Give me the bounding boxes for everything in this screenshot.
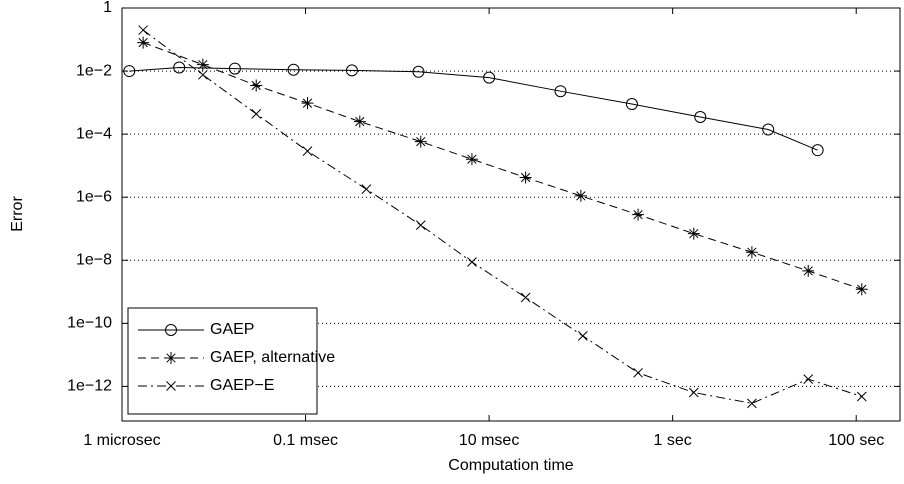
marker xyxy=(520,292,531,303)
marker xyxy=(519,171,532,184)
x-axis-label: Computation time xyxy=(448,457,573,474)
series-line xyxy=(142,42,862,290)
marker xyxy=(123,65,136,78)
y-tick-label: 1e−10 xyxy=(67,315,112,332)
y-tick-label: 1e−6 xyxy=(76,188,112,205)
axes-box xyxy=(121,7,901,422)
marker xyxy=(137,36,150,49)
x-tick-label: 1 microsec xyxy=(83,432,160,449)
marker xyxy=(687,227,700,240)
marker xyxy=(811,144,824,157)
legend-marker xyxy=(165,352,177,364)
marker xyxy=(467,257,477,267)
marker xyxy=(415,220,426,230)
marker xyxy=(138,25,149,35)
marker xyxy=(694,110,707,123)
marker xyxy=(802,264,815,277)
marker xyxy=(302,146,313,156)
legend-box xyxy=(127,307,318,415)
x-tick-label: 0.1 msec xyxy=(273,432,338,449)
marker xyxy=(855,283,868,296)
y-tick-label: 1 xyxy=(103,0,112,16)
legend-label: GAEP−E xyxy=(210,377,274,394)
y-tick-label: 1e−4 xyxy=(76,125,112,142)
x-tick-label: 100 sec xyxy=(828,432,884,449)
marker xyxy=(483,71,496,84)
marker xyxy=(688,387,699,398)
legend-label: GAEP, alternative xyxy=(210,349,335,366)
marker xyxy=(465,153,478,166)
marker xyxy=(577,331,588,341)
marker xyxy=(856,391,867,402)
marker xyxy=(803,374,814,384)
marker xyxy=(196,58,209,71)
legend-label: GAEP xyxy=(210,321,254,338)
x-tick-label: 1 sec xyxy=(654,432,692,449)
marker xyxy=(745,246,758,259)
marker xyxy=(197,69,208,80)
marker xyxy=(250,79,263,92)
marker xyxy=(747,398,757,409)
marker xyxy=(353,115,366,128)
marker xyxy=(762,123,775,136)
y-axis-label: Error xyxy=(9,196,26,232)
y-tick-label: 1e−2 xyxy=(76,62,112,79)
marker xyxy=(228,62,241,75)
marker xyxy=(625,98,638,111)
legend-marker xyxy=(165,324,177,336)
x-tick-label: 10 msec xyxy=(459,432,519,449)
marker xyxy=(301,97,314,110)
marker xyxy=(251,108,262,119)
y-tick-label: 1e−12 xyxy=(67,378,112,395)
marker xyxy=(574,189,587,202)
y-tick-label: 1e−8 xyxy=(76,251,112,268)
marker xyxy=(554,85,567,98)
marker xyxy=(633,367,643,378)
marker xyxy=(345,64,358,77)
marker xyxy=(412,65,425,78)
marker xyxy=(361,184,372,195)
marker xyxy=(173,61,186,74)
series-line xyxy=(129,66,818,151)
legend: GAEP GAEP, alternative GAEP−E xyxy=(127,307,335,415)
marker xyxy=(632,208,645,221)
marker xyxy=(414,135,427,148)
series-line xyxy=(142,29,862,404)
legend-marker xyxy=(166,381,176,391)
marker xyxy=(287,63,300,76)
